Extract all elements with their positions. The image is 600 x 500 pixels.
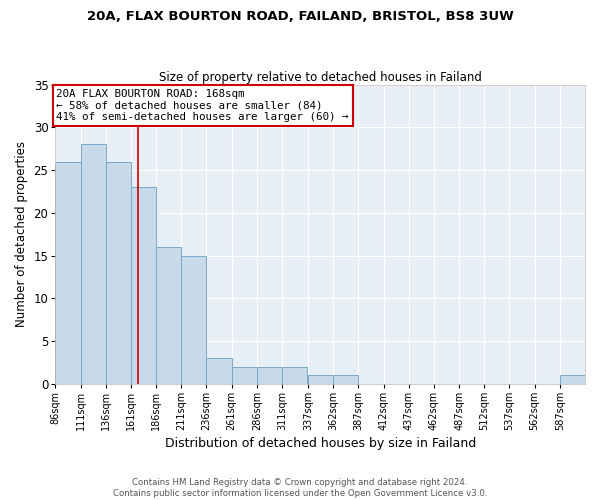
Bar [156,247,181,384]
Bar [560,375,585,384]
Bar [232,366,257,384]
Bar [282,366,307,384]
Bar [55,162,80,384]
Bar [80,144,106,384]
Text: 20A, FLAX BOURTON ROAD, FAILAND, BRISTOL, BS8 3UW: 20A, FLAX BOURTON ROAD, FAILAND, BRISTOL… [86,10,514,23]
Y-axis label: Number of detached properties: Number of detached properties [15,141,28,327]
Bar [206,358,232,384]
Bar [257,366,282,384]
Bar [333,375,358,384]
Bar [131,187,156,384]
Bar [308,375,333,384]
Title: Size of property relative to detached houses in Failand: Size of property relative to detached ho… [159,70,482,84]
X-axis label: Distribution of detached houses by size in Failand: Distribution of detached houses by size … [164,437,476,450]
Text: Contains HM Land Registry data © Crown copyright and database right 2024.
Contai: Contains HM Land Registry data © Crown c… [113,478,487,498]
Bar [181,256,206,384]
Bar [106,162,131,384]
Text: 20A FLAX BOURTON ROAD: 168sqm
← 58% of detached houses are smaller (84)
41% of s: 20A FLAX BOURTON ROAD: 168sqm ← 58% of d… [56,89,349,122]
